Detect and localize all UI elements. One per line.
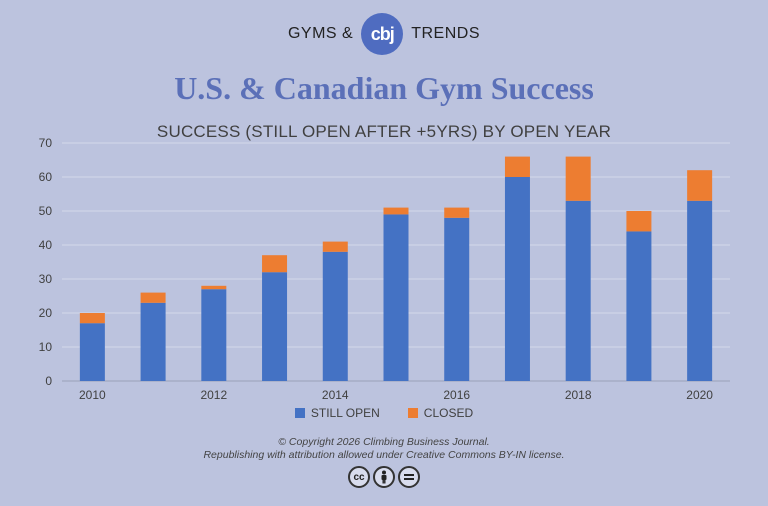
bar-closed <box>79 313 105 324</box>
brand-header: GYMS & cbj TRENDS <box>0 10 768 58</box>
y-tick-label: 70 <box>39 136 53 150</box>
x-tick-label: 2020 <box>686 388 713 400</box>
bar-closed <box>565 156 591 201</box>
x-tick-label: 2018 <box>565 388 592 400</box>
page-title: U.S. & Canadian Gym Success <box>174 70 594 106</box>
y-tick-label: 40 <box>39 238 53 252</box>
bar-still-open <box>687 200 713 381</box>
bar-closed <box>687 170 713 201</box>
copyright-notice: © Copyright 2026 Climbing Business Journ… <box>0 436 768 462</box>
brand-left-text: GYMS & <box>287 25 354 42</box>
cbj-logo: cbj <box>361 13 404 55</box>
by-attribution-icon <box>373 466 395 488</box>
bar-still-open <box>504 177 530 381</box>
bar-closed <box>262 255 288 273</box>
bar-closed <box>201 285 227 290</box>
x-tick-label: 2010 <box>79 388 106 400</box>
y-tick-label: 30 <box>39 272 53 286</box>
y-tick-label: 50 <box>39 204 53 218</box>
chart-title: SUCCESS (STILL OPEN AFTER +5YRS) BY OPEN… <box>156 122 612 141</box>
bar-still-open <box>140 302 166 381</box>
bar-closed <box>383 207 409 215</box>
copyright-line-1: © Copyright 2026 Climbing Business Journ… <box>278 436 490 448</box>
chart-legend: STILL OPEN CLOSED <box>0 406 768 420</box>
y-tick-label: 10 <box>39 340 53 354</box>
bar-chart: 0 10 20 30 40 50 60 70 2010 2012 2014 2016 2018 2020 <box>39 136 730 400</box>
y-tick-label: 0 <box>45 374 52 388</box>
bar-still-open <box>383 214 409 381</box>
brand-right-text: TRENDS <box>411 25 480 42</box>
license-icons: cc <box>0 466 768 488</box>
bar-closed <box>504 156 530 177</box>
x-tick-label: 2012 <box>200 388 227 400</box>
bar-closed <box>140 292 166 303</box>
bar-still-open <box>201 289 227 381</box>
bar-closed <box>444 207 470 218</box>
legend-item-closed: CLOSED <box>407 406 474 420</box>
cc-icon: cc <box>348 466 370 488</box>
legend-label-still-open: STILL OPEN <box>310 406 380 420</box>
bar-still-open <box>626 231 652 381</box>
x-tick-label: 2016 <box>443 388 470 400</box>
no-derivatives-icon <box>398 466 420 488</box>
y-tick-label: 60 <box>39 170 53 184</box>
bar-closed <box>626 211 652 232</box>
bar-still-open <box>322 251 348 381</box>
x-tick-label: 2014 <box>322 388 349 400</box>
bar-still-open <box>444 217 470 381</box>
legend-item-still-open: STILL OPEN <box>294 406 380 420</box>
bar-closed <box>322 241 348 252</box>
bar-still-open <box>565 200 591 381</box>
cbj-logo-text: cbj <box>370 23 395 44</box>
copyright-line-2: Republishing with attribution allowed un… <box>203 449 565 461</box>
y-tick-label: 20 <box>39 306 53 320</box>
bar-still-open <box>262 272 288 381</box>
legend-label-closed: CLOSED <box>423 406 474 420</box>
legend-swatch-closed <box>407 408 418 418</box>
bar-still-open <box>79 323 105 381</box>
legend-swatch-still-open <box>294 408 305 418</box>
